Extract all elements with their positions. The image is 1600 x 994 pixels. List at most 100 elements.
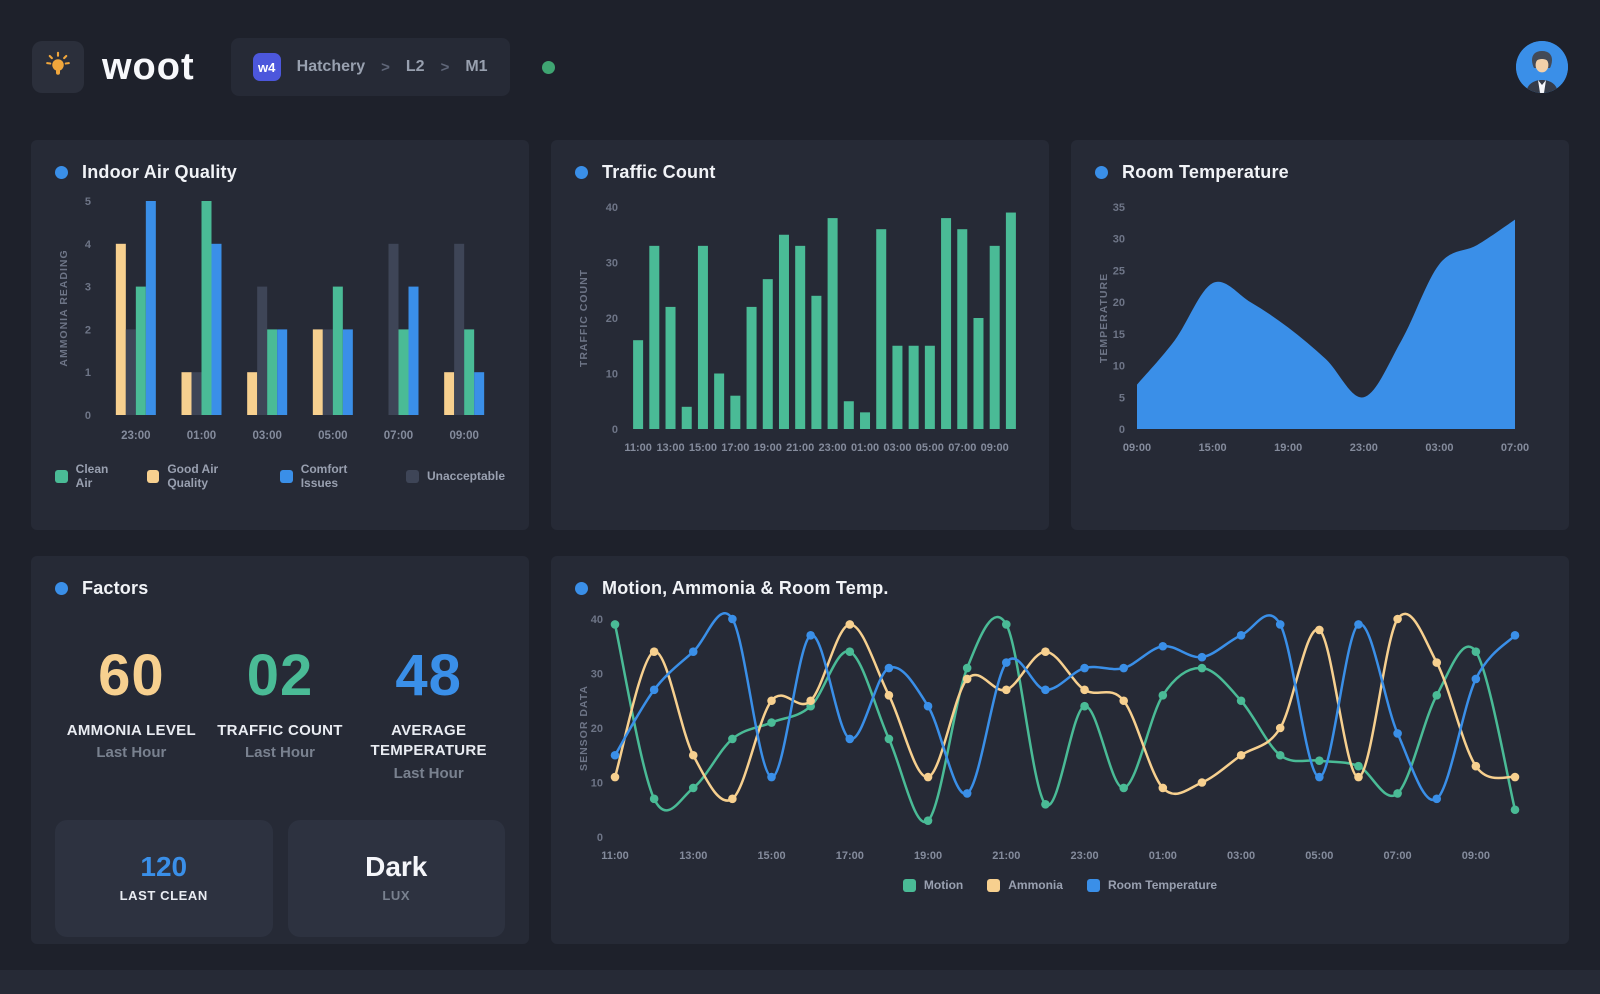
- svg-text:1: 1: [85, 367, 91, 379]
- card-title: Indoor Air Quality: [82, 162, 237, 182]
- logo[interactable]: [32, 41, 84, 93]
- card-title-dot: [575, 582, 588, 595]
- svg-text:40: 40: [606, 202, 618, 214]
- chip-label: LAST CLEAN: [119, 888, 208, 903]
- svg-text:17:00: 17:00: [721, 442, 749, 454]
- svg-text:03:00: 03:00: [883, 442, 911, 454]
- svg-text:0: 0: [597, 832, 603, 844]
- traffic-count-chart: 0 10 20 30 40 TRAFFIC COUNT 11:00 13:00 15:00 17:…: [575, 187, 1025, 470]
- legend-swatch: [55, 469, 68, 483]
- legend-label: Motion: [923, 878, 964, 892]
- card-title: Traffic Count: [602, 162, 716, 182]
- svg-text:15:00: 15:00: [689, 442, 717, 454]
- stat-sublabel: Last Hour: [96, 744, 167, 762]
- svg-text:07:00: 07:00: [1384, 850, 1412, 862]
- legend-item: Motion: [902, 878, 964, 892]
- svg-text:23:00: 23:00: [1070, 850, 1098, 862]
- legend-label: Unacceptable: [426, 469, 505, 483]
- legend-label: Ammonia: [1008, 878, 1063, 892]
- svg-text:05:00: 05:00: [318, 430, 347, 442]
- svg-text:3: 3: [85, 282, 91, 294]
- svg-text:5: 5: [85, 196, 91, 208]
- breadcrumb-item-m1[interactable]: M1: [465, 58, 488, 75]
- legend-item: Ammonia: [987, 878, 1063, 892]
- stat-label: AVERAGE TEMPERATURE: [370, 722, 487, 760]
- breadcrumb-item-hatchery[interactable]: Hatchery: [296, 58, 366, 75]
- svg-text:11:00: 11:00: [601, 850, 629, 862]
- card-title-dot: [55, 582, 68, 595]
- svg-text:30: 30: [591, 669, 603, 681]
- card-indoor-air-quality: Indoor Air Quality 0 1 2 3 4 5 AMMONIA READING…: [31, 140, 529, 530]
- stat-label: TRAFFIC COUNT: [217, 722, 343, 739]
- svg-text:40: 40: [591, 614, 603, 626]
- svg-text:23:00: 23:00: [819, 442, 847, 454]
- room-temperature-chart: 0 5 10 15 20 25 30 35 TEMPERATURE 09:00 15:00 19:00…: [1095, 187, 1545, 470]
- stat-value: 48: [395, 643, 462, 708]
- legend-label: Clean Air: [75, 462, 109, 490]
- status-dot: [541, 60, 555, 74]
- svg-text:10: 10: [606, 369, 618, 381]
- legend-item: Unacceptable: [405, 469, 505, 483]
- breadcrumb: w4 Hatchery > L2 > M1: [230, 38, 510, 96]
- svg-text:01:00: 01:00: [851, 442, 879, 454]
- svg-text:05:00: 05:00: [1305, 850, 1333, 862]
- app-header: woot w4 Hatchery > L2 > M1: [0, 0, 1600, 96]
- avatar-person-icon: [1516, 41, 1568, 93]
- svg-text:20: 20: [591, 723, 603, 735]
- card-title: Room Temperature: [1122, 162, 1289, 182]
- svg-text:30: 30: [1113, 234, 1125, 246]
- svg-text:SENSOR DATA: SENSOR DATA: [578, 685, 590, 771]
- svg-text:0: 0: [85, 410, 91, 422]
- svg-text:21:00: 21:00: [992, 850, 1020, 862]
- legend-swatch: [987, 878, 1001, 892]
- svg-text:19:00: 19:00: [754, 442, 782, 454]
- svg-text:11:00: 11:00: [624, 442, 652, 454]
- svg-text:21:00: 21:00: [786, 442, 814, 454]
- svg-text:17:00: 17:00: [836, 850, 864, 862]
- svg-text:35: 35: [1113, 202, 1125, 214]
- factors-stats: 60 AMMONIA LEVEL Last Hour 02 TRAFFIC CO…: [55, 647, 505, 782]
- chip-value: 120: [140, 851, 188, 882]
- app-name: woot: [102, 45, 195, 88]
- breadcrumb-badge[interactable]: w4: [252, 53, 281, 81]
- chip-lux: Dark LUX: [287, 819, 505, 937]
- chip-last-clean: 120 LAST CLEAN: [55, 819, 273, 937]
- legend-swatch: [146, 469, 160, 483]
- legend-label: Good Air Quality: [167, 462, 219, 490]
- svg-text:30: 30: [606, 258, 618, 270]
- card-title-dot: [55, 166, 68, 179]
- svg-text:10: 10: [591, 778, 603, 790]
- card-title-dot: [575, 166, 588, 179]
- motion-legend: Motion Ammonia Room Temperature: [575, 878, 1545, 892]
- legend-swatch: [280, 469, 293, 483]
- svg-text:07:00: 07:00: [384, 430, 413, 442]
- legend-label: Comfort Issues: [300, 462, 348, 490]
- svg-text:20: 20: [606, 313, 618, 325]
- svg-text:AMMONIA READING: AMMONIA READING: [58, 249, 70, 366]
- stat-sublabel: Last Hour: [393, 764, 464, 782]
- air-quality-legend: Clean Air Good Air Quality Comfort Issues U…: [55, 462, 505, 490]
- svg-text:0: 0: [1119, 424, 1125, 436]
- user-avatar[interactable]: [1516, 41, 1568, 93]
- svg-text:10: 10: [1113, 361, 1125, 373]
- svg-text:07:00: 07:00: [1501, 442, 1529, 454]
- svg-text:09:00: 09:00: [1123, 442, 1151, 454]
- stat-value: 02: [246, 643, 314, 708]
- svg-text:TEMPERATURE: TEMPERATURE: [1098, 273, 1110, 363]
- card-motion-ammonia-room-temp: Motion, Ammonia & Room Temp. 0 10 20 30 40 SE…: [551, 556, 1569, 944]
- svg-text:03:00: 03:00: [1227, 850, 1255, 862]
- svg-text:15:00: 15:00: [1199, 442, 1227, 454]
- stat-value: 60: [98, 643, 165, 708]
- stat-ammonia-level: 60 AMMONIA LEVEL Last Hour: [57, 647, 206, 782]
- svg-text:2: 2: [85, 324, 91, 336]
- svg-text:03:00: 03:00: [1425, 442, 1453, 454]
- card-factors: Factors 60 AMMONIA LEVEL Last Hour 02 TR…: [31, 556, 529, 944]
- svg-text:25: 25: [1113, 265, 1125, 277]
- svg-text:23:00: 23:00: [121, 430, 150, 442]
- svg-text:4: 4: [85, 239, 92, 251]
- chip-label: LUX: [382, 888, 411, 903]
- breadcrumb-item-l2[interactable]: L2: [405, 58, 425, 75]
- card-title-dot: [1095, 166, 1108, 179]
- motion-chart: 0 10 20 30 40 SENSOR DATA 11:00 13:00 15:00 17:00…: [575, 603, 1545, 876]
- svg-text:23:00: 23:00: [1350, 442, 1378, 454]
